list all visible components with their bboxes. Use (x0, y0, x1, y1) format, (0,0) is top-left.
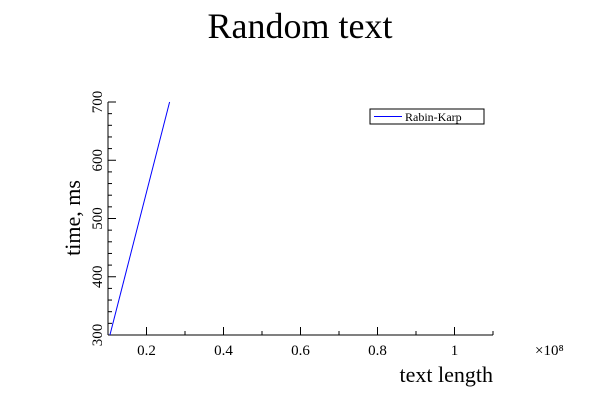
x-tick-label: 0.4 (214, 343, 233, 359)
y-ticks: 300 400 500 600 700 (90, 91, 116, 347)
x-axis-label: text length (400, 362, 493, 387)
y-tick-label: 700 (90, 91, 106, 114)
y-tick-label: 600 (90, 149, 106, 172)
legend-label: Rabin-Karp (405, 110, 462, 124)
x-tick-label: 0.6 (291, 343, 310, 359)
x-tick-label: 0.8 (368, 343, 387, 359)
y-tick-label: 400 (90, 266, 106, 289)
axes: 0.2 0.4 0.6 0.8 1 300 400 500 600 700 (90, 91, 494, 359)
legend-box (369, 108, 485, 125)
series-layer (109, 101, 171, 336)
y-axis-label: time, ms (60, 180, 85, 256)
x-tick-label: 0.2 (137, 343, 156, 359)
x-ticks: 0.2 0.4 0.6 0.8 1 (107, 327, 494, 359)
x-tick-label: 1 (451, 343, 459, 359)
chart-title: Random text (208, 6, 393, 46)
legend: Rabin-Karp (369, 108, 485, 125)
series-line-rabin-karp (109, 101, 171, 336)
x-multiplier-label: ×10⁸ (535, 343, 564, 359)
y-tick-label: 500 (90, 207, 106, 230)
y-tick-label: 300 (90, 324, 106, 347)
